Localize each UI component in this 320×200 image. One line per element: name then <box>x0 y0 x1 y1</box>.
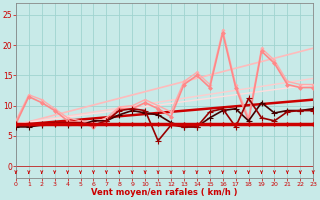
X-axis label: Vent moyen/en rafales ( km/h ): Vent moyen/en rafales ( km/h ) <box>91 188 238 197</box>
